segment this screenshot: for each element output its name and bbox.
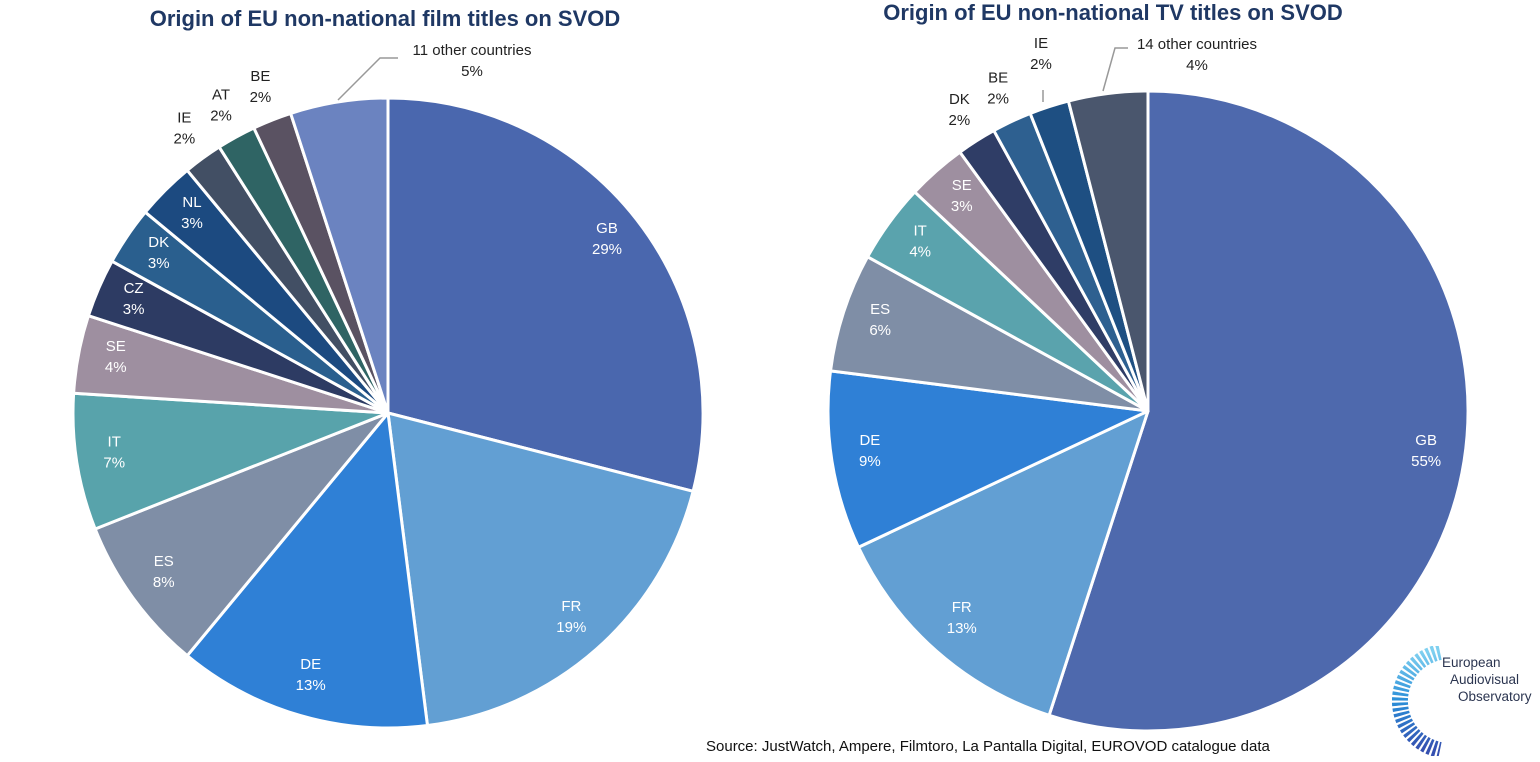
slice-label: NL bbox=[182, 194, 201, 211]
slice-label: CZ bbox=[124, 280, 144, 297]
slice-label: DK bbox=[949, 91, 970, 108]
logo-mark-icon bbox=[1392, 646, 1442, 756]
slice-label: BE bbox=[988, 70, 1008, 87]
pie-chart-2: Origin of EU non-national TV titles on S… bbox=[826, 0, 1470, 733]
slice-label: SE bbox=[106, 338, 126, 355]
slice-value-label: 3% bbox=[181, 215, 203, 232]
logo-line: European bbox=[1442, 655, 1501, 670]
slice-label: DE bbox=[859, 432, 880, 449]
observatory-logo: European Audiovisual Observatory bbox=[1392, 646, 1537, 756]
slice-value-label: 4% bbox=[105, 359, 127, 376]
slice-label: GB bbox=[596, 220, 618, 237]
slice-value-label: 5% bbox=[461, 63, 483, 80]
slice-value-label: 29% bbox=[592, 241, 622, 258]
chart-title: Origin of EU non-national TV titles on S… bbox=[883, 0, 1343, 25]
pie-slice-gb bbox=[386, 96, 705, 493]
slice-label: IT bbox=[108, 433, 121, 450]
slice-value-label: 55% bbox=[1411, 453, 1441, 470]
pie-slice-11-other-countries bbox=[289, 96, 390, 415]
slice-value-label: 2% bbox=[173, 131, 195, 148]
leader-line bbox=[1102, 47, 1128, 92]
pie-slice-es bbox=[93, 411, 390, 658]
slice-label: FR bbox=[952, 599, 972, 616]
slice-value-label: 3% bbox=[148, 255, 170, 272]
slice-value-label: 19% bbox=[556, 619, 586, 636]
pie-slice-de bbox=[826, 369, 1150, 549]
pie-slice-es bbox=[829, 255, 1150, 413]
pie-chart-1: Origin of EU non-national film titles on… bbox=[71, 6, 705, 730]
slice-value-label: 6% bbox=[869, 322, 891, 339]
pie-slice-gb bbox=[1047, 89, 1470, 733]
slice-label: IE bbox=[177, 110, 191, 127]
slice-value-label: 4% bbox=[1186, 57, 1208, 74]
pie-slice-de bbox=[185, 411, 429, 730]
pie-slice-fr bbox=[856, 409, 1150, 717]
slice-value-label: 9% bbox=[859, 453, 881, 470]
slice-value-label: 7% bbox=[103, 454, 125, 471]
slice-label: SE bbox=[952, 177, 972, 194]
chart-title: Origin of EU non-national film titles on… bbox=[150, 6, 621, 31]
slice-label: GB bbox=[1415, 432, 1437, 449]
slice-value-label: 13% bbox=[947, 620, 977, 637]
slice-label: IT bbox=[914, 222, 927, 239]
leader-line bbox=[337, 57, 398, 101]
slice-value-label: 2% bbox=[250, 89, 272, 106]
slice-value-label: 4% bbox=[909, 243, 931, 260]
slice-label: IE bbox=[1034, 35, 1048, 52]
slice-label: ES bbox=[870, 301, 890, 318]
slice-value-label: 2% bbox=[1030, 56, 1052, 73]
slice-value-label: 3% bbox=[951, 198, 973, 215]
slice-label: DK bbox=[148, 234, 169, 251]
slice-label: AT bbox=[212, 86, 230, 103]
pie-slice-fr bbox=[386, 411, 695, 728]
logo-line: Audiovisual bbox=[1450, 672, 1520, 687]
logo-line: Observatory bbox=[1458, 689, 1532, 704]
source-note: Source: JustWatch, Ampere, Filmtoro, La … bbox=[706, 738, 1270, 755]
slice-value-label: 3% bbox=[123, 301, 145, 318]
slice-label: BE bbox=[250, 68, 270, 85]
slice-value-label: 2% bbox=[210, 107, 232, 124]
slice-value-label: 2% bbox=[987, 91, 1009, 108]
slice-label: FR bbox=[561, 598, 581, 615]
slice-value-label: 8% bbox=[153, 574, 175, 591]
slice-label: 14 other countries bbox=[1137, 36, 1257, 53]
slice-value-label: 2% bbox=[949, 112, 971, 129]
slice-label: ES bbox=[154, 553, 174, 570]
pie-slice-14-other-countries bbox=[1066, 89, 1150, 413]
slice-label: DE bbox=[300, 656, 321, 673]
slice-label: 11 other countries bbox=[413, 42, 532, 59]
slice-value-label: 13% bbox=[296, 677, 326, 694]
pie-slice-it bbox=[71, 391, 390, 531]
